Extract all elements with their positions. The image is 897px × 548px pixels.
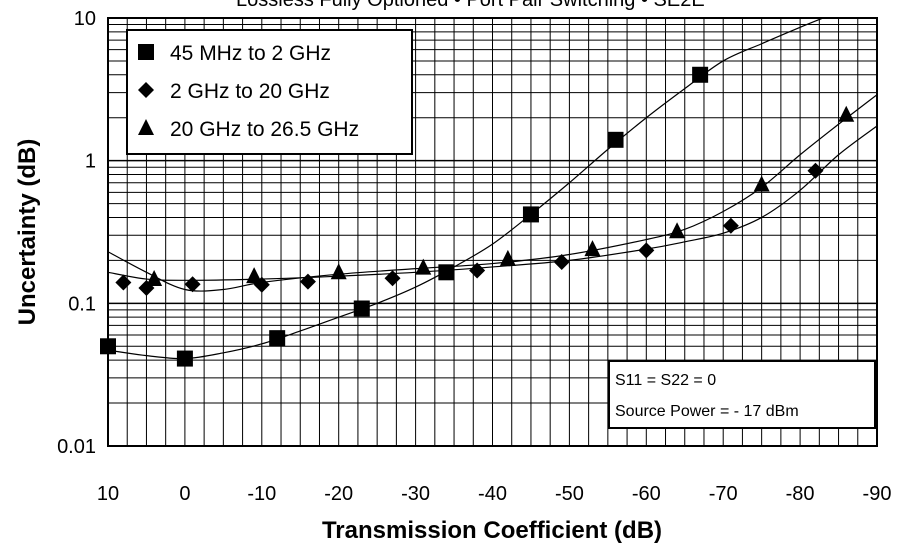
- note-line-source-power: Source Power = - 17 dBm: [615, 403, 799, 420]
- data-point-triangle: [330, 263, 347, 280]
- data-markers: [100, 66, 855, 367]
- data-point-diamond: [469, 262, 486, 279]
- data-point-triangle: [584, 240, 601, 257]
- y-tick-label: 0.1: [68, 293, 96, 315]
- x-tick-label: -60: [632, 483, 661, 505]
- x-axis-title: Transmission Coefficient (dB): [322, 517, 662, 544]
- data-point-triangle: [753, 175, 770, 192]
- data-point-square: [269, 330, 286, 347]
- x-tick-label: -70: [709, 483, 738, 505]
- conditions-note: S11 = S22 = 0 Source Power = - 17 dBm: [608, 360, 876, 429]
- y-tick-label: 10: [74, 8, 96, 30]
- data-point-square: [522, 206, 539, 223]
- legend-label: 45 MHz to 2 GHz: [170, 42, 331, 65]
- data-point-triangle: [415, 258, 432, 275]
- legend-marker-triangle: [138, 119, 154, 135]
- data-point-diamond: [722, 217, 739, 234]
- chart-title-clipped: Lossless Fully Optioned • Port Pair Swit…: [236, 0, 705, 11]
- y-axis-title: Uncertainty (dB): [14, 139, 41, 326]
- plot-area: [107, 17, 878, 447]
- x-tick-label: -30: [401, 483, 430, 505]
- data-point-diamond: [553, 253, 570, 270]
- data-point-diamond: [807, 162, 824, 179]
- data-point-square: [353, 300, 370, 317]
- data-point-square: [176, 350, 193, 367]
- data-point-triangle: [499, 249, 516, 266]
- x-tick-label: -40: [478, 483, 507, 505]
- data-point-square: [100, 338, 116, 355]
- legend-marker-square: [138, 44, 154, 60]
- x-tick-label: -20: [324, 483, 353, 505]
- data-point-triangle: [838, 105, 855, 122]
- data-point-diamond: [253, 276, 270, 293]
- data-point-diamond: [184, 276, 201, 293]
- conditions-box: [608, 360, 876, 429]
- x-tick-label: -50: [555, 483, 584, 505]
- data-point-diamond: [299, 273, 316, 290]
- x-tick-labels: 10 0 -10 -20 -30 -40 -50 -60 -70 -80 -90: [97, 483, 892, 505]
- legend-label: 20 GHz to 26.5 GHz: [170, 118, 359, 141]
- x-tick-label: -80: [786, 483, 815, 505]
- legend-marker-diamond: [138, 82, 154, 98]
- data-point-diamond: [384, 270, 401, 287]
- data-point-triangle: [669, 222, 686, 239]
- x-tick-label: 0: [179, 483, 190, 505]
- data-point-triangle: [146, 270, 163, 287]
- legend-box: [126, 29, 413, 155]
- x-tick-label: 10: [97, 483, 119, 505]
- data-point-triangle: [246, 267, 263, 284]
- fit-curve-square: [108, 18, 824, 360]
- data-point-square: [692, 66, 709, 83]
- legend-label: 2 GHz to 20 GHz: [170, 80, 330, 103]
- x-tick-label: -10: [247, 483, 276, 505]
- legend: 45 MHz to 2 GHz 2 GHz to 20 GHz 20 GHz to …: [126, 29, 413, 155]
- data-point-square: [438, 264, 455, 281]
- x-tick-label: -90: [863, 483, 892, 505]
- y-tick-label: 0.01: [57, 436, 96, 458]
- fit-curve-triangle: [108, 94, 877, 292]
- note-line-s-params: S11 = S22 = 0: [615, 372, 716, 389]
- y-tick-label: 1: [85, 151, 96, 173]
- data-point-diamond: [115, 274, 132, 291]
- data-point-diamond: [638, 242, 655, 259]
- data-point-square: [607, 131, 624, 148]
- y-tick-labels: 0.01 0.1 1 10: [57, 8, 96, 458]
